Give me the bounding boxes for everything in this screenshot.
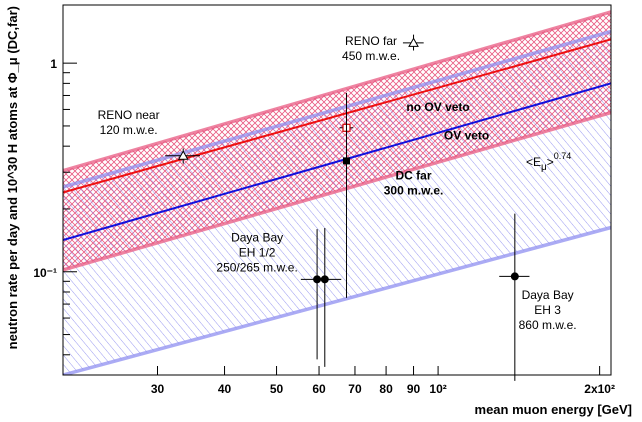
marker-daya-bay-eh3 xyxy=(510,272,519,281)
marker-dc-far xyxy=(342,157,350,165)
annotation-reno-far: RENO far xyxy=(345,34,397,48)
x-tick-label: 2x10² xyxy=(584,382,615,396)
x-axis-label: mean muon energy [GeV] xyxy=(475,402,632,417)
annotation-no-ov-veto: no OV veto xyxy=(406,100,469,114)
marker-reno-near xyxy=(177,150,189,160)
marker-daya-bay-eh1 xyxy=(313,275,322,284)
y-axis-label: neutron rate per day and 10^30 H atoms a… xyxy=(5,6,20,349)
points-layer xyxy=(165,34,530,381)
x-tick-label: 50 xyxy=(270,382,284,396)
band-fill-1 xyxy=(63,31,611,375)
x-tick-label: 80 xyxy=(379,382,393,396)
x-tick-label: 90 xyxy=(407,382,421,396)
line-no-ov-veto xyxy=(63,38,611,194)
annotation-reno-near: RENO near xyxy=(98,108,160,122)
annotation-daya-bay-eh12: EH 1/2 xyxy=(239,245,276,259)
plot-frame xyxy=(62,4,612,376)
annotation-reno-far: 450 m.w.e. xyxy=(342,49,400,63)
x-tick-label: 10² xyxy=(429,382,446,396)
annotation-daya-bay-eh12: 250/265 m.w.e. xyxy=(216,260,297,274)
band-edge-1-upper xyxy=(63,29,611,189)
annotation-ov-veto: OV veto xyxy=(444,129,489,143)
bands-layer xyxy=(63,10,611,375)
band-edge-0-lower xyxy=(63,110,611,272)
line-ov-veto xyxy=(63,82,611,241)
x-tick-label: 40 xyxy=(218,382,232,396)
y-tick-label: 10⁻¹ xyxy=(33,266,57,280)
marker-daya-bay-eh2 xyxy=(320,275,329,284)
annotation-daya-bay-eh3: EH 3 xyxy=(534,303,561,317)
x-tick-label: 30 xyxy=(151,382,165,396)
annotation-reno-near: 120 m.w.e. xyxy=(100,123,158,137)
marker-reno-far xyxy=(408,37,419,47)
power-law-label: <Eμ>0.74 xyxy=(526,151,571,173)
annotation-dc-far: 300 m.w.e. xyxy=(384,183,444,197)
lines-layer xyxy=(63,38,611,241)
annotation-daya-bay-eh3: 860 m.w.e. xyxy=(519,318,577,332)
annotation-daya-bay-eh3: Daya Bay xyxy=(522,288,574,302)
x-tick-label: 70 xyxy=(348,382,362,396)
ticks-layer: 30 40 50 60 70 80 90 10² 2x10² 10⁻¹ 1 xyxy=(33,57,615,396)
annotation-dc-far: DC far xyxy=(396,168,432,182)
annotation-daya-bay-eh12: Daya Bay xyxy=(231,230,283,244)
x-tick-label: 60 xyxy=(312,382,326,396)
band-edge-0-upper xyxy=(63,10,611,173)
y-tick-label: 1 xyxy=(50,57,57,71)
band-edge-1-lower xyxy=(63,225,611,375)
